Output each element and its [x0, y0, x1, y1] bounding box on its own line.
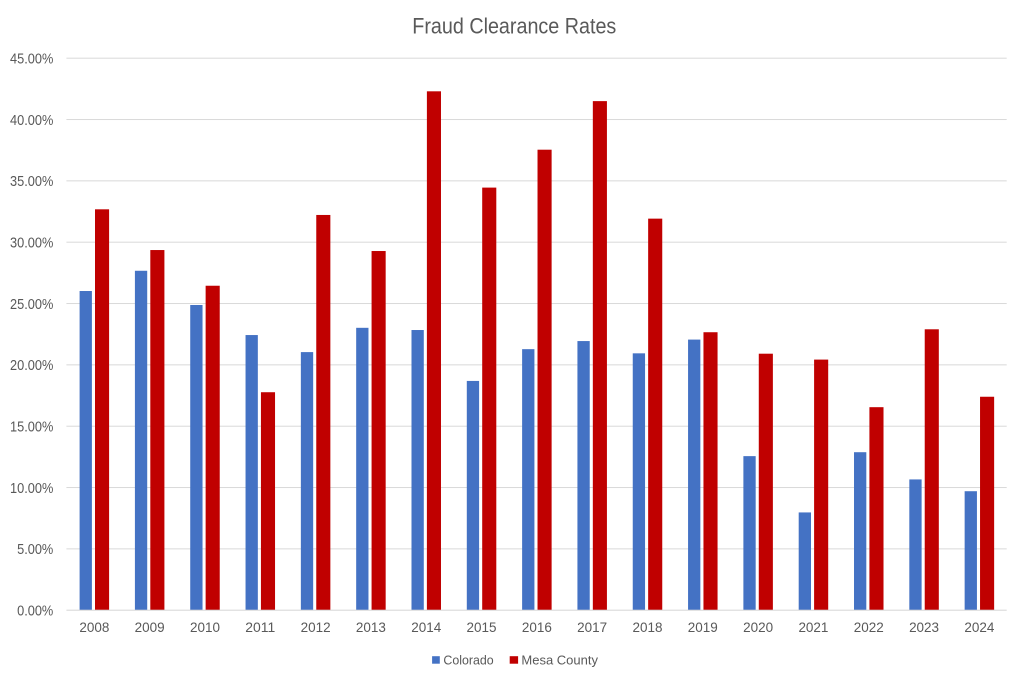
svg-text:2012: 2012 [301, 619, 331, 635]
svg-text:Mesa County: Mesa County [521, 653, 598, 668]
svg-text:2021: 2021 [798, 619, 828, 635]
svg-text:Fraud Clearance Rates: Fraud Clearance Rates [412, 14, 616, 39]
svg-text:2009: 2009 [135, 619, 165, 635]
svg-text:2018: 2018 [633, 619, 663, 635]
svg-text:0.00%: 0.00% [17, 604, 53, 620]
svg-text:2017: 2017 [577, 619, 607, 635]
svg-text:35.00%: 35.00% [10, 174, 53, 190]
svg-text:45.00%: 45.00% [10, 51, 53, 67]
svg-text:20.00%: 20.00% [10, 358, 53, 374]
svg-text:2008: 2008 [79, 619, 109, 635]
svg-text:2022: 2022 [854, 619, 884, 635]
svg-text:30.00%: 30.00% [10, 235, 53, 251]
svg-text:2010: 2010 [190, 619, 220, 635]
svg-text:2024: 2024 [964, 619, 994, 635]
svg-text:2011: 2011 [245, 619, 275, 635]
svg-text:2019: 2019 [688, 619, 718, 635]
svg-text:Colorado: Colorado [443, 653, 493, 668]
svg-text:2016: 2016 [522, 619, 552, 635]
svg-text:2020: 2020 [743, 619, 773, 635]
svg-text:2013: 2013 [356, 619, 386, 635]
svg-text:10.00%: 10.00% [10, 481, 53, 497]
svg-text:2023: 2023 [909, 619, 939, 635]
svg-text:2015: 2015 [467, 619, 497, 635]
svg-text:25.00%: 25.00% [10, 297, 53, 313]
svg-text:2014: 2014 [411, 619, 441, 635]
svg-text:15.00%: 15.00% [10, 420, 53, 436]
svg-text:5.00%: 5.00% [17, 542, 53, 558]
svg-text:40.00%: 40.00% [10, 113, 53, 129]
